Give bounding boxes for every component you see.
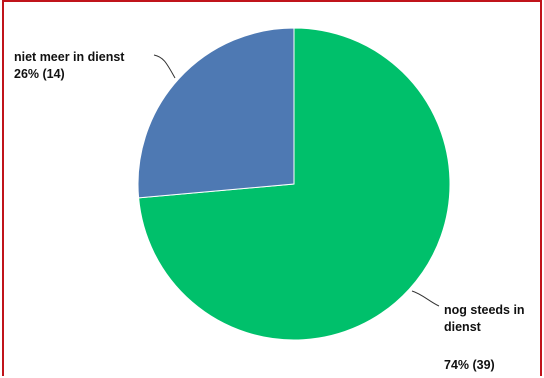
- slice-label-nog-steeds-in-dienst-line1: nog steeds in: [444, 303, 525, 317]
- slice-value-niet-meer-in-dienst: 26% (14): [14, 67, 65, 81]
- pie-slice-niet-meer-in-dienst: [137, 27, 295, 199]
- slice-label-niet-meer-in-dienst: niet meer in dienst: [14, 50, 125, 64]
- slice-value-nog-steeds-in-dienst: 74% (39): [444, 358, 495, 372]
- leader-line-niet-meer-in-dienst: [153, 54, 176, 79]
- slice-label-nog-steeds-in-dienst-line2: dienst: [444, 320, 482, 334]
- leader-line-nog-steeds-in-dienst: [411, 290, 440, 307]
- pie-chart: nog steeds in dienst 74% (39) niet meer …: [14, 27, 525, 372]
- pie-slices: [137, 27, 451, 341]
